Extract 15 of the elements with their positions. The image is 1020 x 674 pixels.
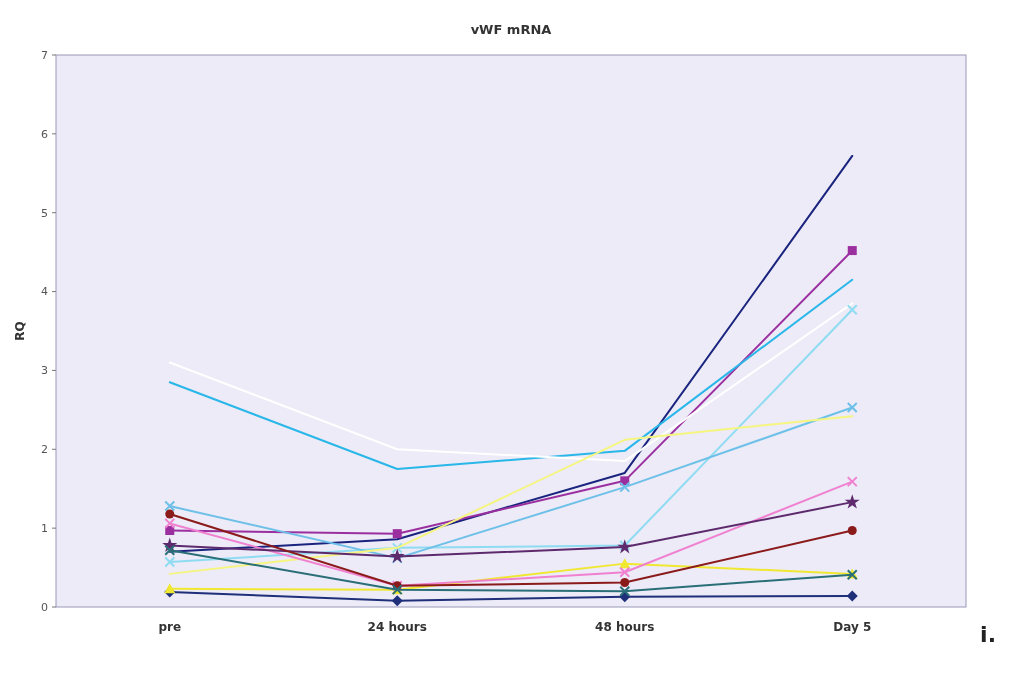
y-tick-label: 5 (41, 206, 48, 220)
y-axis-title: RQ (13, 321, 27, 341)
x-tick-label: 24 hours (367, 620, 427, 634)
y-tick-label: 0 (41, 600, 48, 614)
y-tick-label: 6 (41, 127, 48, 141)
x-tick-label: Day 5 (833, 620, 872, 634)
chart-title: vWF mRNA (470, 22, 552, 37)
text: i. (980, 622, 996, 647)
x-tick-label: pre (158, 620, 182, 634)
y-tick-label: 1 (41, 521, 48, 535)
y-tick-label: 4 (41, 285, 48, 299)
y-tick-label: 3 (41, 364, 48, 378)
y-tick-label: 2 (41, 443, 48, 457)
y-tick-label: 7 (41, 48, 48, 62)
x-tick-label: 48 hours (595, 620, 655, 634)
